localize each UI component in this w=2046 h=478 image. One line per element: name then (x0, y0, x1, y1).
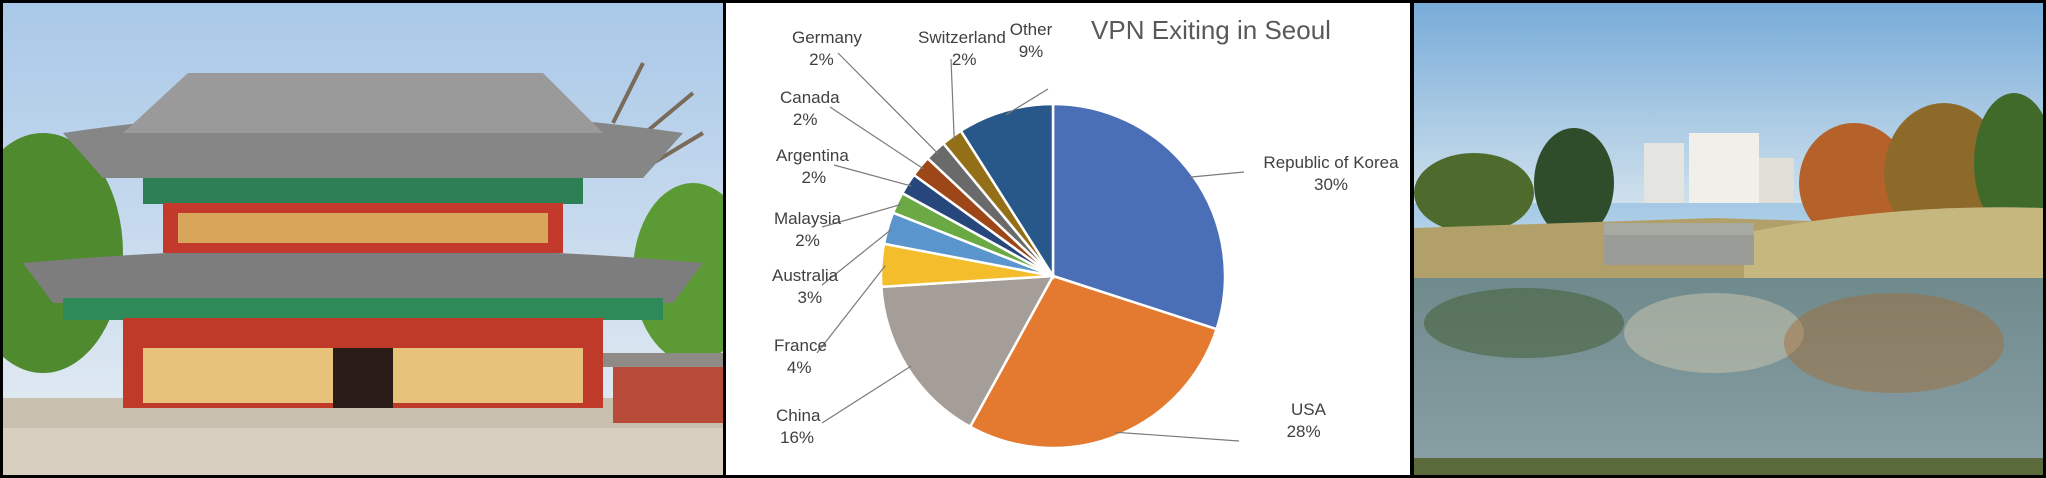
leader-line (1005, 88, 1049, 116)
palace-photo (3, 3, 723, 475)
data-label: Republic of Korea 30% (1263, 153, 1399, 194)
data-label: Switzerland 2% (918, 28, 1006, 69)
data-label: Argentina 2% (776, 146, 849, 187)
data-label: China 16% (776, 406, 821, 447)
data-label: Germany 2% (792, 28, 862, 69)
leader-line (950, 58, 955, 141)
pie-slice-other (959, 102, 1055, 281)
pie-chart: VPN Exiting in Seoul Republic of Korea 30… (772, 15, 1399, 450)
leader-line (821, 365, 912, 424)
leader-line (821, 228, 893, 286)
data-label: France 4% (774, 336, 827, 377)
pie-slice-usa (968, 274, 1219, 450)
lake-park-photo (1414, 3, 2043, 475)
pie-slice-republic-of-korea (1051, 102, 1227, 331)
leader-line (837, 52, 939, 154)
chart-title: VPN Exiting in Seoul (1091, 15, 1331, 45)
leader-line (833, 164, 912, 187)
data-label: Malaysia 2% (774, 209, 842, 250)
data-label: Other 9% (1010, 20, 1053, 61)
leader-line (821, 203, 902, 228)
leader-line (1188, 171, 1245, 178)
pie-chart-panel: VPN Exiting in Seoul Republic of Korea 30… (726, 3, 1410, 475)
data-label: Australia 3% (772, 266, 839, 307)
data-label: USA 28% (1287, 400, 1327, 441)
leader-line (829, 106, 924, 170)
leader-line (1114, 431, 1240, 442)
data-label: Canada 2% (780, 88, 840, 129)
leader-line (816, 265, 886, 354)
